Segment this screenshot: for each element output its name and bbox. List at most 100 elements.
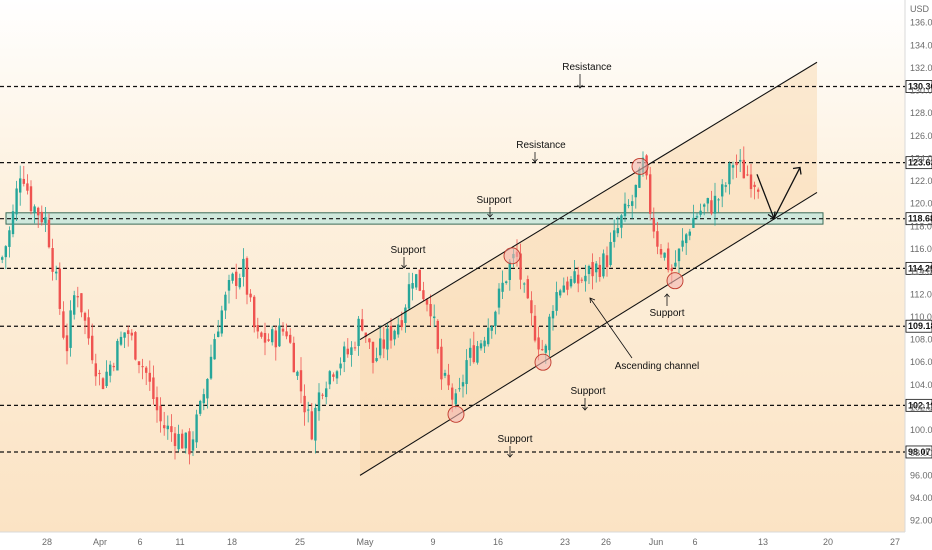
candle-body: [400, 320, 403, 328]
x-tick-label: 9: [430, 537, 435, 547]
candle-body: [490, 326, 493, 331]
candle-body: [274, 330, 277, 348]
candle-body: [76, 296, 79, 298]
candle-body: [145, 367, 148, 373]
candle-body: [548, 316, 551, 351]
y-tick-label: 98.00: [910, 448, 932, 458]
candle-body: [566, 281, 569, 290]
candle-body: [613, 230, 616, 242]
candle-body: [224, 294, 227, 311]
candle-body: [483, 340, 486, 347]
candle-body: [443, 372, 447, 376]
candle-body: [371, 341, 375, 363]
candle-body: [123, 332, 126, 338]
candle-body: [177, 433, 180, 450]
candle-body: [494, 311, 497, 327]
candle-body: [609, 241, 612, 266]
candle-body: [703, 204, 706, 207]
y-tick-label: 118.00: [910, 221, 932, 231]
touch-point-circle: [631, 157, 649, 175]
candle-body: [361, 319, 364, 331]
y-tick-label: 130.00: [910, 86, 932, 96]
candle-body: [231, 273, 234, 281]
candle-body: [670, 268, 673, 271]
candle-body: [44, 217, 47, 224]
candle-body: [321, 394, 324, 396]
candle-body: [663, 252, 666, 258]
candle-body: [206, 378, 209, 399]
y-tick-label: 104.00: [910, 380, 932, 390]
y-tick-label: 108.00: [910, 335, 932, 345]
x-tick-label: 26: [601, 537, 611, 547]
candle-body: [623, 203, 627, 217]
candle-body: [332, 374, 335, 377]
candle-body: [26, 183, 29, 191]
y-tick-label: 116.00: [910, 244, 932, 254]
candle-body: [638, 168, 641, 188]
candle-body: [440, 346, 443, 380]
candle-body: [685, 234, 688, 244]
candle-body: [235, 271, 238, 286]
candle-body: [753, 184, 756, 188]
candle-body: [454, 393, 457, 405]
projection-arrowhead-up: [792, 166, 802, 175]
candle-body: [220, 310, 223, 334]
candle-body: [159, 405, 162, 422]
candle-body: [458, 388, 461, 390]
y-tick-label: 114.00: [910, 267, 932, 277]
candle-body: [526, 279, 529, 299]
candle-body: [368, 338, 371, 343]
candle-body: [105, 371, 108, 387]
candle-body: [429, 304, 432, 317]
candle-body: [749, 174, 753, 190]
candle-body: [544, 345, 547, 353]
y-tick-label: 120.00: [910, 199, 932, 209]
candle-body: [195, 414, 198, 443]
resistance-label-top: Resistance: [562, 62, 612, 73]
candle-body: [202, 394, 205, 404]
y-tick-label: 102.00: [910, 402, 932, 412]
candle-body: [227, 279, 231, 291]
candle-body: [728, 163, 731, 185]
candle-body: [573, 271, 576, 283]
y-tick-label: 132.00: [910, 63, 932, 73]
candle-body: [314, 407, 317, 441]
candle-body: [33, 206, 36, 213]
candle-body: [134, 332, 137, 360]
candle-body: [15, 188, 18, 215]
candle-body: [569, 279, 573, 287]
ascending-channel-pointer-head: [589, 297, 596, 304]
candle-body: [501, 282, 504, 292]
candle-body: [19, 178, 22, 193]
x-tick-label: 25: [295, 537, 305, 547]
candle-body: [595, 263, 598, 273]
x-tick-label: 6: [137, 537, 142, 547]
candle-body: [55, 271, 58, 274]
channel-upper-line: [359, 61, 818, 341]
candle-body: [328, 371, 331, 385]
y-tick-label: 106.00: [910, 357, 932, 367]
support-label-channel-pointer-head: [664, 293, 670, 298]
level-price-box: [905, 80, 932, 93]
candle-body: [335, 371, 339, 379]
candle-body: [37, 207, 40, 216]
candle-body: [29, 186, 33, 212]
candle-body: [436, 320, 439, 350]
candle-body: [101, 378, 105, 390]
candle-body: [447, 374, 450, 386]
candle-body: [627, 205, 630, 207]
support-label-left-pointer-head: [401, 264, 407, 269]
candle-body: [141, 366, 144, 368]
candle-body: [69, 310, 72, 348]
candle-body: [281, 328, 285, 332]
candle-body: [303, 395, 306, 413]
candle-body: [649, 174, 652, 214]
y-tick-label: 112.00: [910, 289, 932, 299]
candle-body: [584, 275, 587, 282]
touch-point-circle: [534, 353, 552, 371]
candle-body: [65, 335, 69, 352]
candle-body: [242, 258, 245, 277]
candle-body: [137, 361, 141, 366]
candle-body: [94, 363, 97, 377]
